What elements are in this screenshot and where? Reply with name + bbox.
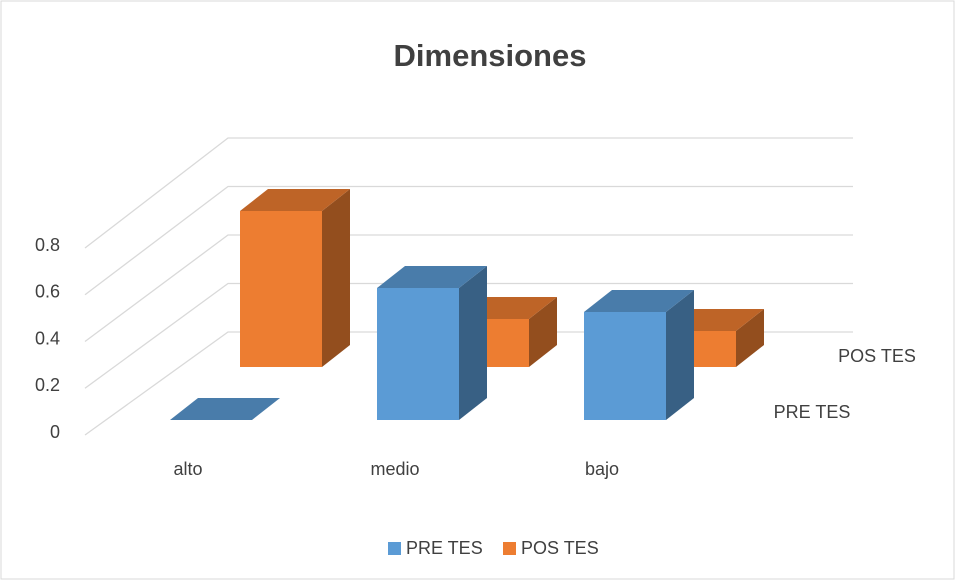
bar-top — [377, 266, 487, 288]
grid-line — [84, 137, 853, 249]
row-label: POS TES — [838, 346, 916, 366]
bar-front — [584, 312, 666, 420]
y-tick-label: 0.4 — [35, 328, 60, 348]
y-tick-label: 0.6 — [35, 282, 60, 302]
grid-line — [84, 282, 853, 389]
bar-front — [240, 211, 322, 367]
grid-line — [84, 234, 853, 343]
bar-side — [666, 290, 694, 420]
bar-top — [240, 189, 350, 211]
bar-side — [529, 297, 557, 367]
y-tick-label: 0.2 — [35, 375, 60, 395]
bar-side — [459, 266, 487, 420]
bar-side — [736, 309, 764, 367]
y-tick-label: 0.8 — [35, 235, 60, 255]
x-tick-label: bajo — [585, 459, 619, 479]
row-label: PRE TES — [774, 402, 851, 422]
legend-label: POS TES — [521, 538, 599, 558]
legend-swatch — [388, 542, 401, 555]
x-tick-label: medio — [370, 459, 419, 479]
legend-swatch — [503, 542, 516, 555]
legend-label: PRE TES — [406, 538, 483, 558]
x-tick-label: alto — [173, 459, 202, 479]
grid-line — [84, 185, 853, 296]
bar-side — [322, 189, 350, 367]
chart-title: Dimensiones — [394, 38, 587, 73]
bar-top — [170, 398, 280, 420]
bar-front — [377, 288, 459, 420]
bar-top — [584, 290, 694, 312]
y-tick-label: 0 — [50, 422, 60, 442]
